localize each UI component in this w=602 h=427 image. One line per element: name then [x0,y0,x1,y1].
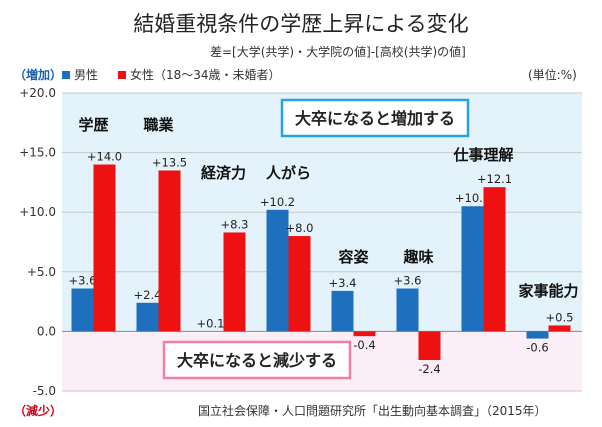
data-label-female: +8.3 [221,217,249,231]
bar-female [353,331,376,337]
data-label-male: -0.6 [526,341,548,355]
y-tick-label: +10.0 [19,205,56,219]
data-label-male: +10.2 [260,195,295,209]
annotation-increase-text: 大卒になると増加する [295,109,455,128]
annotation-increase-box [280,98,470,138]
annotation-decrease-text: 大卒になると減少する [177,351,337,370]
data-label-female: +0.5 [546,310,574,324]
unit-label: (単位:%) [528,68,577,82]
bar-female [288,236,311,332]
decrease-label: （減少） [14,404,63,418]
data-label-female: +12.1 [477,172,512,186]
data-label-female: +13.5 [152,155,187,169]
data-label-female: -2.4 [418,362,440,376]
data-label-male: +3.6 [394,273,422,287]
bar-female [223,232,246,332]
data-label-male: +2.4 [134,288,162,302]
annotation-decrease-box [162,340,352,380]
data-label-male: +3.6 [69,273,97,287]
bar-male [136,302,159,332]
legend-female: 女性（18〜34歳・未婚者） [118,66,281,83]
legend-male-swatch [62,70,70,79]
category-label: 人がら [266,164,311,182]
y-tick-label: 0.0 [37,324,56,338]
data-label-male: +3.4 [329,276,357,290]
bar-male [396,288,419,332]
category-label: 家事能力 [518,282,578,300]
data-label-male: +10.5 [455,191,490,205]
bar-female [158,170,181,332]
bar-male [461,206,484,332]
category-label: 容姿 [337,248,368,266]
bar-male [331,290,354,332]
legend: 男性 女性（18〜34歳・未婚者） [62,66,301,83]
category-label: 仕事理解 [452,146,513,164]
legend-female-label: 女性（18〜34歳・未婚者） [130,68,281,82]
bar-female [548,325,571,332]
data-label-female: +8.0 [286,221,314,235]
bar-male [526,331,549,339]
legend-female-swatch [118,70,127,79]
bar-female [418,331,441,361]
bar-male [71,288,94,332]
legend-male-label: 男性 [74,68,99,82]
category-label: 経済力 [201,164,246,182]
source-note: 国立社会保障・人口問題研究所「出生動向基本調査」（2015年） [198,404,547,418]
data-label-female: +14.0 [87,150,122,164]
category-label: 趣味 [402,248,433,266]
data-label-male: +0.1 [197,316,225,330]
bar-male [266,209,289,332]
y-tick-label: -5.0 [33,384,56,398]
chart-title: 結婚重視条件の学歴上昇による変化 [133,12,469,36]
category-label: 職業 [143,116,174,134]
y-tick-label: +15.0 [19,146,56,160]
bar-female [93,164,116,332]
chart-subtitle: 差=[大学(共学)・大学院の値]-[高校(共学)の値] [210,45,466,59]
data-label-female: -0.4 [353,338,375,352]
y-tick-label: +5.0 [27,265,56,279]
category-label: 学歴 [78,116,108,134]
legend-male: 男性 [62,66,98,83]
y-tick-label: +20.0 [19,86,56,100]
bar-female [483,187,506,332]
increase-label: （増加） [14,68,63,82]
